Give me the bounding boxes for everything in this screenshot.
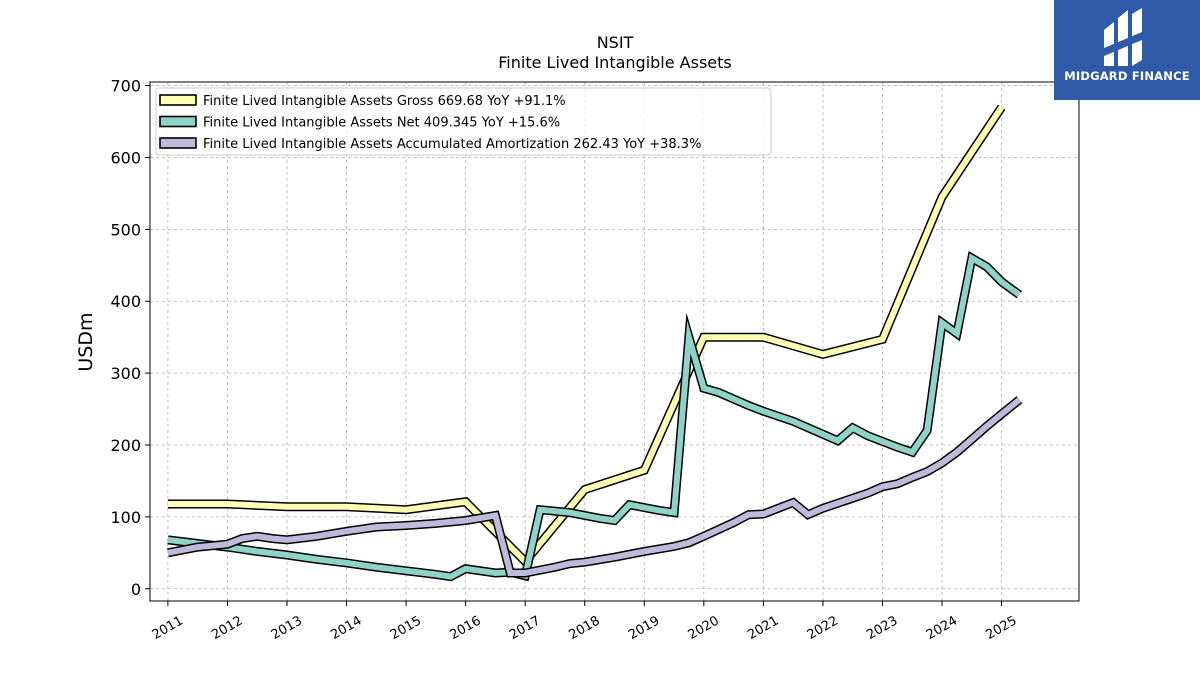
- axes: 0 100 200 300 400 500 600 700 2011 2012 2013 2014 20…: [110, 77, 1019, 643]
- series-1-line: [167, 104, 1006, 569]
- x-tick-label: 2017: [507, 613, 543, 643]
- y-tick-label: 500: [110, 220, 141, 239]
- grid: [150, 82, 1079, 601]
- x-tick-label: 2021: [745, 613, 781, 643]
- legend[interactable]: Finite Lived Intangible Assets Gross 669…: [155, 87, 772, 156]
- legend-swatch: [159, 115, 197, 128]
- x-tick-label: 2015: [388, 613, 424, 643]
- x-tick-label: 2012: [209, 613, 245, 643]
- legend-item-3[interactable]: Finite Lived Intangible Assets Accumulat…: [159, 137, 701, 152]
- y-tick-label: 600: [110, 148, 141, 167]
- y-tick-label: 100: [110, 508, 141, 527]
- series-stroke: [167, 397, 1022, 576]
- y-tick-label: 700: [110, 77, 141, 96]
- logo-text: MIDGARD FINANCE: [1064, 69, 1190, 83]
- x-tick-label: 2011: [150, 613, 186, 643]
- x-tick-label: 2023: [864, 613, 900, 643]
- midgard-finance-logo: MIDGARD FINANCE: [1054, 0, 1200, 100]
- plot-frame: [149, 81, 1080, 602]
- x-tick-label: 2019: [626, 613, 662, 643]
- chart-title: NSIT: [597, 33, 634, 52]
- x-tick-label: 2018: [567, 613, 603, 643]
- x-tick-label: 2013: [269, 613, 305, 643]
- legend-label: Finite Lived Intangible Assets Net 409.3…: [203, 116, 560, 131]
- chart-subtitle: Finite Lived Intangible Assets: [498, 53, 731, 72]
- series-stroke: [167, 253, 1022, 580]
- y-tick-label: 400: [110, 292, 141, 311]
- series-2-line: [167, 251, 1023, 582]
- legend-box: [155, 87, 772, 156]
- series-stroke: [167, 105, 1005, 566]
- x-tick-label: 2024: [924, 613, 960, 643]
- legend-swatch: [159, 137, 197, 149]
- x-tick-label: 2014: [328, 613, 364, 643]
- series-3-line: [167, 396, 1023, 578]
- x-tick-label: 2025: [983, 613, 1019, 643]
- x-tick-label: 2022: [805, 613, 841, 643]
- y-tick-label: 200: [110, 436, 141, 455]
- legend-item-2[interactable]: Finite Lived Intangible Assets Net 409.3…: [159, 115, 560, 131]
- y-axis-label: USDm: [75, 312, 97, 371]
- y-tick-label: 300: [110, 364, 141, 383]
- legend-label: Finite Lived Intangible Assets Accumulat…: [203, 137, 701, 152]
- logo-mark-icon: [1104, 8, 1142, 66]
- y-tick-label: 0: [131, 580, 141, 599]
- legend-swatch: [159, 94, 197, 106]
- x-tick-label: 2020: [686, 613, 722, 643]
- x-tick-label: 2016: [447, 613, 483, 643]
- series-layer: [167, 104, 1023, 582]
- legend-item-1[interactable]: Finite Lived Intangible Assets Gross 669…: [159, 94, 566, 109]
- legend-label: Finite Lived Intangible Assets Gross 669…: [203, 94, 566, 109]
